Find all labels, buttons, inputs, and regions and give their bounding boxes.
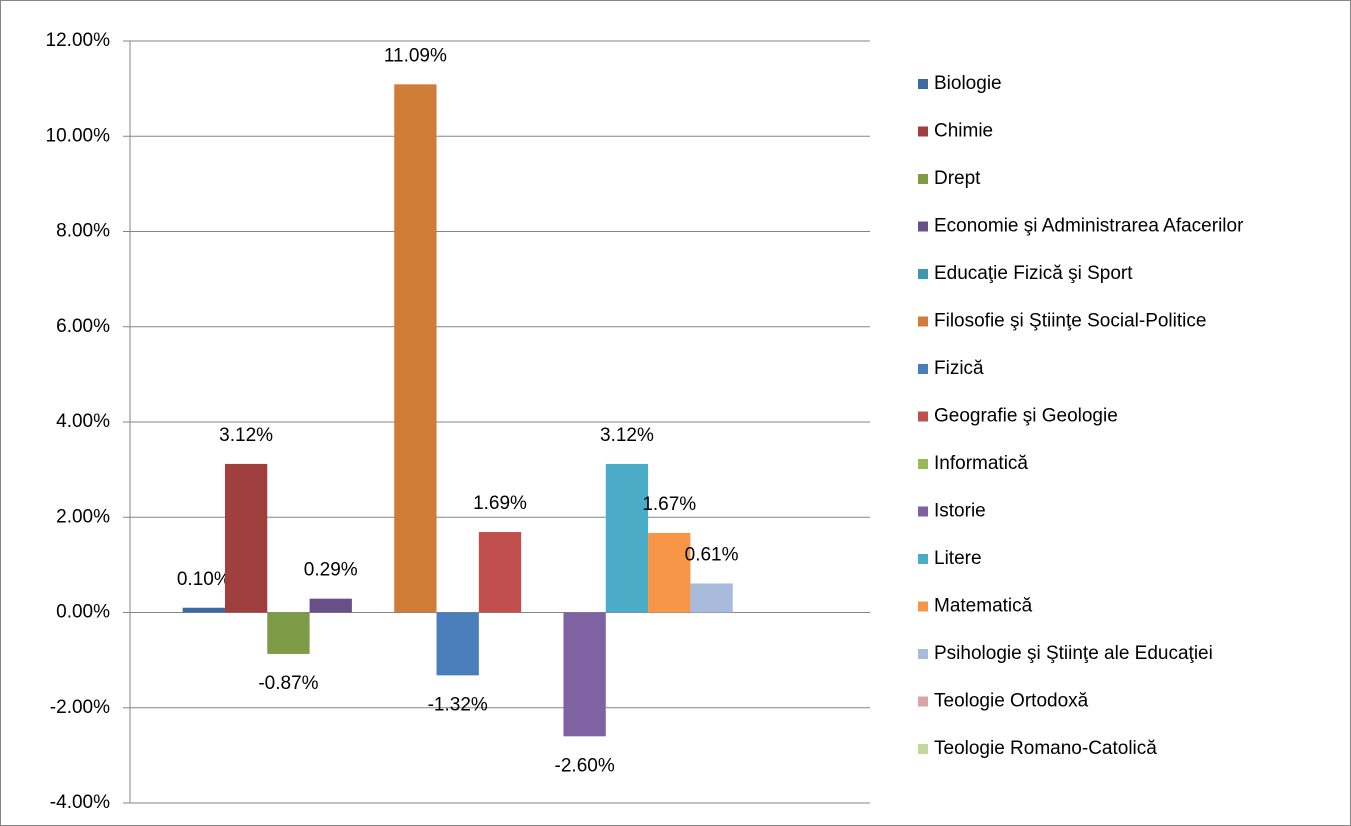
legend-swatch xyxy=(918,601,928,612)
y-tick-label: 2.00% xyxy=(56,506,110,527)
legend-label: Drept xyxy=(934,168,981,189)
data-label: 0.61% xyxy=(685,544,739,565)
legend-swatch xyxy=(918,506,928,517)
legend-swatch xyxy=(918,126,928,137)
bar xyxy=(182,607,225,613)
y-tick-label: 4.00% xyxy=(56,411,110,432)
legend-label: Economie şi Administrarea Afacerilor xyxy=(934,216,1244,237)
y-tick-label: 10.00% xyxy=(46,125,111,146)
data-label: 0.10% xyxy=(177,569,231,590)
data-label: -0.87% xyxy=(258,673,318,694)
y-tick-label: 12.00% xyxy=(46,30,111,51)
y-tick-label: -4.00% xyxy=(50,792,110,813)
bar xyxy=(648,532,691,613)
legend-swatch xyxy=(918,174,928,184)
y-tick-label: 8.00% xyxy=(56,221,110,242)
y-tick-label: 6.00% xyxy=(56,316,110,337)
legend-label: Litere xyxy=(934,548,982,569)
legend-label: Teologie Ortodoxă xyxy=(934,691,1089,712)
legend-swatch xyxy=(918,364,928,374)
bar xyxy=(690,583,733,613)
legend-swatch xyxy=(918,411,928,422)
data-label: 1.69% xyxy=(473,493,527,514)
legend-swatch xyxy=(918,79,928,89)
legend-label: Matematică xyxy=(934,596,1033,617)
data-label: -1.32% xyxy=(428,694,488,715)
legend-label: Informatică xyxy=(934,453,1028,474)
bar xyxy=(394,84,437,613)
legend-label: Teologie Romano-Catolică xyxy=(934,738,1157,759)
bar xyxy=(478,532,522,613)
data-label: 0.29% xyxy=(304,560,358,581)
data-label: -2.60% xyxy=(555,755,615,776)
legend-swatch xyxy=(918,696,928,707)
legend-swatch xyxy=(918,221,928,232)
y-tick-label: -2.00% xyxy=(50,697,110,718)
legend-label: Filosofie şi Ştiinţe Social-Politice xyxy=(934,311,1206,332)
bar xyxy=(224,463,268,613)
legend-swatch xyxy=(918,649,928,659)
bar xyxy=(267,612,310,654)
y-tick-label: 0.00% xyxy=(56,602,110,623)
legend-swatch xyxy=(918,744,928,754)
legend-label: Educaţie Fizică şi Sport xyxy=(934,263,1133,284)
bar xyxy=(605,463,649,613)
legend-label: Geografie şi Geologie xyxy=(934,406,1118,427)
bar xyxy=(563,612,606,737)
legend-label: Istorie xyxy=(934,501,986,522)
data-label: 3.12% xyxy=(600,425,654,446)
data-label: 1.67% xyxy=(642,494,696,515)
data-label: 11.09% xyxy=(384,45,447,66)
legend-label: Biologie xyxy=(934,73,1002,94)
legend-swatch xyxy=(918,269,928,279)
data-label: 3.12% xyxy=(219,425,273,446)
legend-label: Psihologie şi Ştiinţe ale Educaţiei xyxy=(934,643,1213,664)
bar xyxy=(309,598,352,613)
legend-label: Chimie xyxy=(934,121,993,142)
legend-label: Fizică xyxy=(934,358,984,379)
legend-swatch xyxy=(918,459,928,469)
legend-swatch xyxy=(918,554,928,564)
bar xyxy=(436,612,479,676)
legend-swatch xyxy=(918,316,928,327)
